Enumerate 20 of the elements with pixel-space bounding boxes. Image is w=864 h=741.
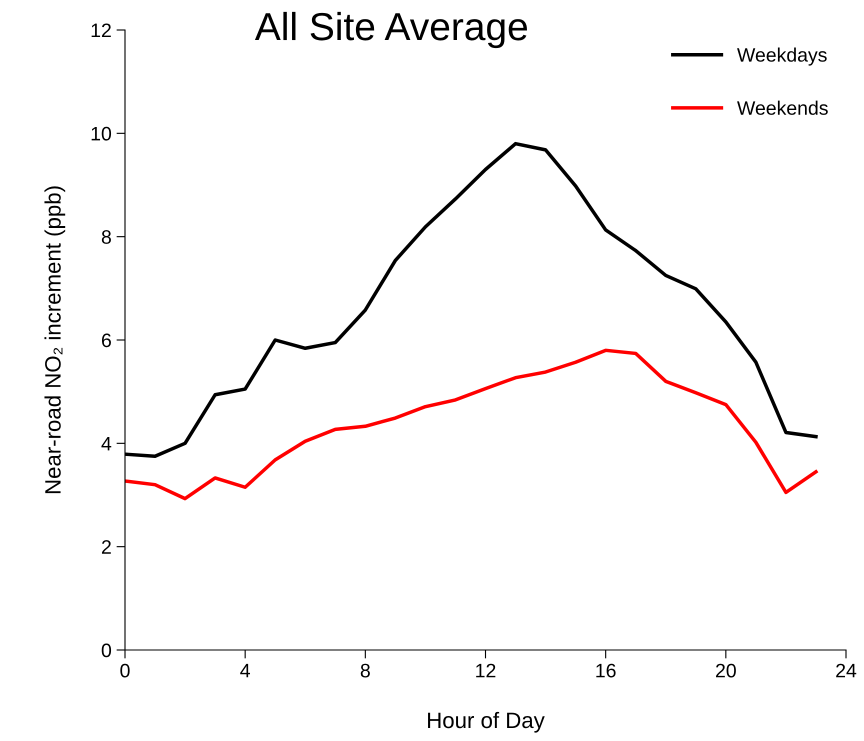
x-tick-label: 16 bbox=[596, 664, 616, 678]
y-tick-label: 10 bbox=[92, 126, 112, 141]
y-tick-label: 0 bbox=[102, 643, 112, 658]
line-series bbox=[125, 348, 818, 500]
legend-label: Weekdays bbox=[737, 48, 827, 66]
x-tick-label: 24 bbox=[836, 664, 856, 678]
x-axis-title: Hour of Day bbox=[428, 712, 545, 733]
x-tick-label: 4 bbox=[240, 664, 250, 678]
legend-label: Weekends bbox=[737, 100, 828, 115]
chart-title: All Site Average bbox=[254, 12, 527, 48]
y-tick-label: 8 bbox=[102, 230, 111, 244]
y-axis-title: Near-road NO₂ increment (ppb) bbox=[44, 186, 66, 494]
x-tick-label: 8 bbox=[360, 664, 370, 678]
x-tick-label: 20 bbox=[716, 664, 736, 678]
x-tick-label: 0 bbox=[120, 664, 130, 678]
x-tick-label: 12 bbox=[476, 664, 496, 678]
y-tick-label: 4 bbox=[101, 437, 112, 450]
y-tick-label: 12 bbox=[92, 23, 111, 38]
y-tick-label: 6 bbox=[102, 333, 111, 348]
y-tick-label: 2 bbox=[102, 540, 111, 554]
